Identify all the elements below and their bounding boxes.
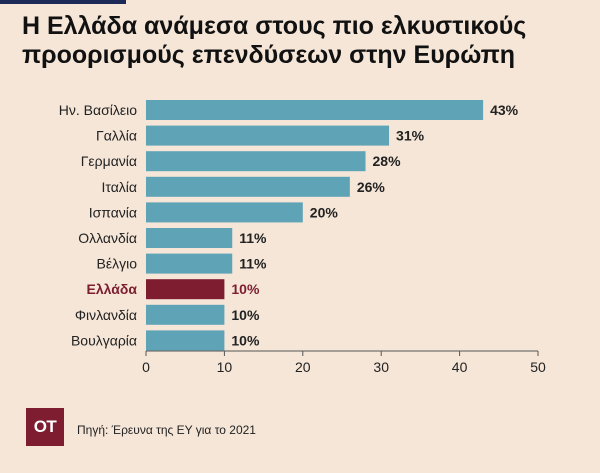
- value-label: 10%: [231, 281, 260, 297]
- bar: [146, 202, 303, 223]
- bar: [146, 125, 390, 146]
- value-label: 28%: [373, 153, 402, 169]
- x-tick-label: 50: [530, 359, 546, 375]
- x-tick-label: 20: [295, 359, 311, 375]
- category-label: Βουλγαρία: [71, 332, 137, 348]
- bar: [146, 100, 484, 120]
- category-label: Γερμανία: [81, 153, 137, 169]
- value-label: 26%: [357, 179, 386, 195]
- bar: [146, 176, 350, 197]
- chart-title-line-2: προορισμούς επενδύσεων στην Ευρώπη: [22, 41, 516, 69]
- value-label: 11%: [239, 256, 267, 272]
- bar-series: [146, 100, 484, 351]
- value-label: 10%: [231, 307, 260, 323]
- bar: [146, 304, 225, 325]
- category-label: Ολλανδία: [78, 230, 137, 246]
- category-label: Φινλανδία: [75, 307, 137, 323]
- x-tick-label: 0: [142, 359, 150, 375]
- x-tick-label: 30: [373, 359, 389, 375]
- bar: [146, 330, 225, 351]
- x-tick-label: 40: [452, 359, 468, 375]
- bar: [146, 253, 233, 274]
- value-labels: 43% 31% 28% 26% 20% 11% 11% 10% 10% 10%: [231, 102, 518, 348]
- ot-logo: ΟΤ: [26, 408, 64, 446]
- source-note: Πηγή: Έρευνα της ΕΥ για το 2021: [77, 423, 256, 437]
- chart-title: Η Ελλάδα ανάμεσα στους πιο ελκυστικούς π…: [22, 12, 582, 70]
- bar-chart: Ην. Βασίλειο Γαλλία Γερμανία Ιταλία Ισπανία Ο…: [59, 100, 546, 375]
- category-label: Ιταλία: [101, 179, 137, 195]
- category-labels: Ην. Βασίλειο Γαλλία Γερμανία Ιταλία Ισπανία Ο…: [59, 102, 138, 348]
- category-label: Ην. Βασίλειο: [59, 102, 137, 118]
- value-label: 10%: [231, 332, 260, 348]
- value-label: 20%: [310, 204, 339, 220]
- bar: [146, 228, 233, 248]
- value-label: 11%: [239, 230, 267, 246]
- category-label: Ισπανία: [89, 204, 137, 220]
- x-axis-ticks: 0 10 20 30 40 50: [142, 351, 546, 375]
- top-accent-rule: [0, 0, 126, 4]
- bar: [146, 151, 366, 172]
- chart-title-line-1: Η Ελλάδα ανάμεσα στους πιο ελκυστικούς: [22, 12, 527, 40]
- value-label: 43%: [490, 102, 519, 118]
- category-label: Ελλάδα: [87, 281, 138, 297]
- category-label: Βέλγιο: [97, 256, 138, 272]
- category-label: Γαλλία: [96, 128, 137, 144]
- footer: ΟΤ Πηγή: Έρευνα της ΕΥ για το 2021: [26, 408, 256, 446]
- bar: [146, 279, 225, 300]
- value-label: 31%: [396, 128, 425, 144]
- x-tick-label: 10: [217, 359, 233, 375]
